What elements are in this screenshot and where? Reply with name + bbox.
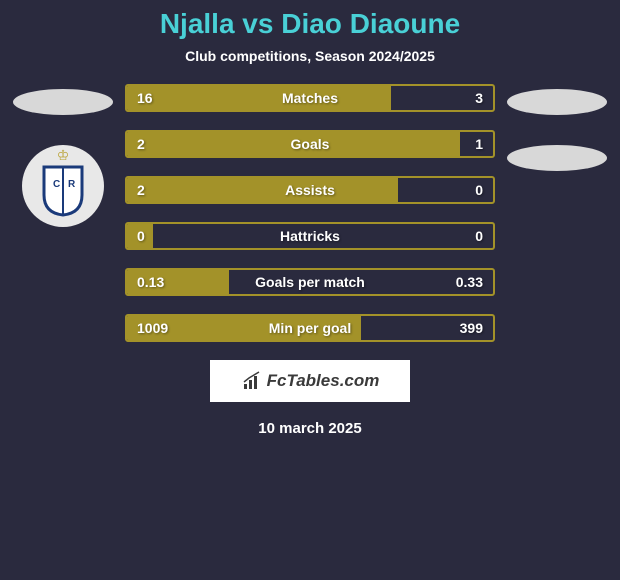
stat-right-value: 3 [475,86,493,110]
stat-row: 0.13 Goals per match 0.33 [125,268,495,296]
stat-row: 0 Hattricks 0 [125,222,495,250]
subtitle: Club competitions, Season 2024/2025 [0,48,620,64]
date-text: 10 march 2025 [0,420,620,437]
left-column: ♔ C R [13,84,113,227]
right-column [507,84,607,171]
stat-right-value: 1 [475,132,493,156]
stat-label: Matches [282,90,338,106]
svg-text:R: R [68,179,76,190]
player-oval-right-2 [507,145,607,171]
page-title: Njalla vs Diao Diaoune [0,8,620,40]
stat-left-value: 2 [127,178,398,202]
stat-row: 2Goals1 [125,130,495,158]
stat-right-value: 399 [460,316,493,340]
stats-container: 16Matches32Goals12Assists00Hattricks00.1… [125,84,495,342]
stat-left-value: 0 [127,224,153,248]
stat-row: 2Assists 0 [125,176,495,204]
crown-icon: ♔ [57,147,70,164]
brand-logo-icon [241,370,263,392]
stat-label: Assists [285,182,335,198]
stat-label: Hattricks [280,228,340,244]
club-badge-left: ♔ C R [22,145,104,227]
brand-text: FcTables.com [267,371,380,391]
player-oval-left [13,89,113,115]
stat-right-value: 0 [475,224,493,248]
stat-right-value: 0.33 [456,270,493,294]
shield-icon: C R [42,165,84,217]
svg-text:C: C [53,179,60,190]
stat-left-value: 0.13 [127,270,229,294]
stat-right-value: 0 [475,178,493,202]
stat-row: 1009Min per goal399 [125,314,495,342]
stat-row: 16Matches 3 [125,84,495,112]
stat-left-value: 16 [127,86,391,110]
stat-label: Goals per match [255,274,365,290]
player-oval-right [507,89,607,115]
brand-box[interactable]: FcTables.com [210,360,410,402]
stat-label: Goals [291,136,330,152]
stat-label: Min per goal [269,320,351,336]
